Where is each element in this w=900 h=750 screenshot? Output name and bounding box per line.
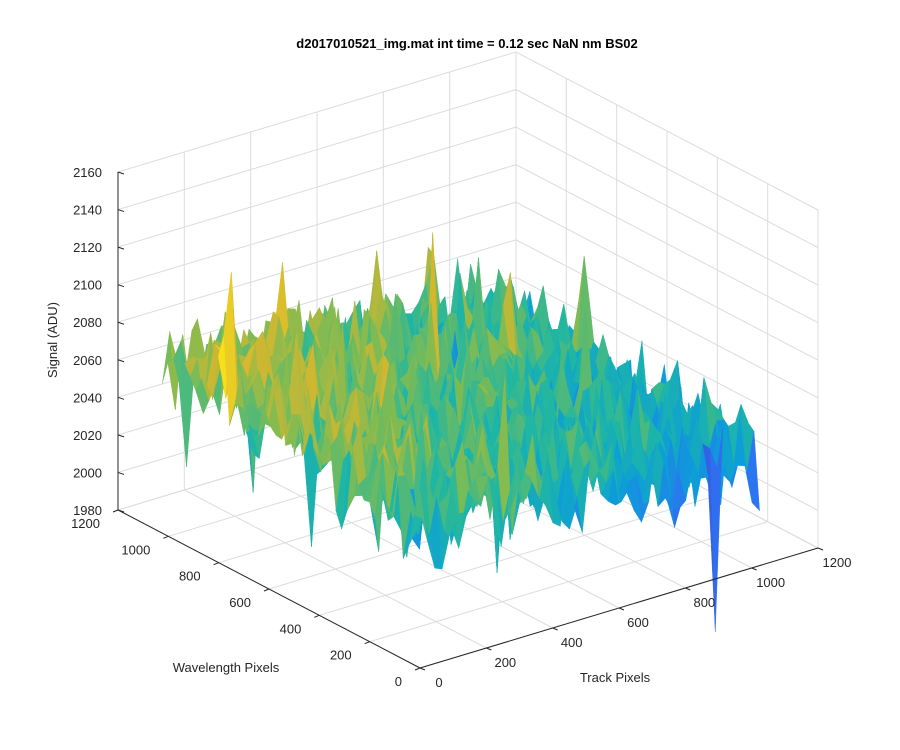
z-tick: [117, 209, 125, 213]
z-tick-label: 2000: [73, 465, 102, 480]
z-tick-label: 2080: [73, 315, 102, 330]
y-tick: [112, 509, 119, 513]
y-tick-label: 0: [395, 674, 402, 689]
y-tick-label: 1200: [71, 516, 100, 531]
y-axis-label: Wavelength Pixels: [173, 660, 280, 675]
x-tick: [419, 667, 426, 671]
y-tick: [263, 588, 270, 592]
z-tick: [117, 359, 125, 363]
chart-title: d2017010521_img.mat int time = 0.12 sec …: [296, 36, 637, 51]
surface-mesh: [162, 232, 760, 632]
y-gridline: [369, 183, 769, 643]
x-tick-label: 1000: [756, 575, 785, 590]
z-tick: [117, 434, 125, 438]
y-tick: [163, 535, 169, 539]
y-tick-label: 400: [280, 621, 302, 636]
x-tick: [751, 567, 757, 571]
x-tick: [817, 547, 824, 551]
x-tick: [618, 607, 625, 611]
y-tick-label: 600: [229, 595, 251, 610]
z-tick: [117, 471, 125, 475]
z-tick-label: 2140: [73, 203, 102, 218]
y-tick-label: 800: [179, 569, 201, 584]
x-tick-label: 800: [693, 595, 715, 610]
y-tick-label: 200: [330, 648, 352, 663]
z-tick: [117, 396, 125, 400]
z-tick-label: 2160: [73, 165, 102, 180]
z-tick: [117, 171, 125, 175]
z-tick-label: 2020: [73, 428, 102, 443]
z-tick-label: 2040: [73, 390, 102, 405]
x-tick-label: 200: [494, 655, 516, 670]
z-tick-label: 1980: [73, 503, 102, 518]
x-axis-label: Track Pixels: [580, 670, 651, 685]
y-tick: [314, 614, 320, 618]
tick-labels: 0 200 400 600 800 1000 1200 0 200 400 600 800 1000 12…: [71, 165, 851, 690]
y-tick: [414, 667, 421, 671]
x-tick: [685, 587, 691, 591]
x-tick-label: 0: [435, 675, 442, 690]
z-axis-label: Signal (ADU): [45, 302, 60, 378]
z-tick-label: 2060: [73, 353, 102, 368]
z-tick: [117, 321, 125, 325]
z-tick-label: 2120: [73, 240, 102, 255]
y-tick: [364, 641, 370, 645]
x-tick: [486, 647, 492, 651]
z-tick: [117, 246, 125, 250]
surface-facet: [414, 489, 428, 541]
y-tick: [213, 562, 219, 566]
z-tick: [117, 284, 125, 288]
x-tick-label: 1200: [823, 555, 852, 570]
y-tick-label: 1000: [121, 542, 150, 557]
x-tick-label: 400: [561, 635, 583, 650]
x-tick: [552, 627, 558, 631]
x-tick-label: 600: [627, 615, 649, 630]
z-tick: [117, 509, 125, 513]
z-tick-label: 2100: [73, 278, 102, 293]
